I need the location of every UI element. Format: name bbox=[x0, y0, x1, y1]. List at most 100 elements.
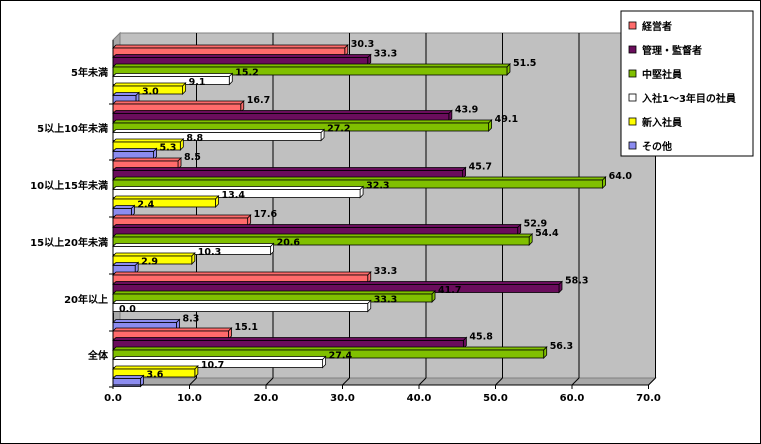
legend-label: 管理・監督者 bbox=[642, 44, 702, 57]
data-label: 0.0 bbox=[119, 304, 136, 315]
bar-top bbox=[112, 319, 181, 323]
gridline bbox=[189, 377, 197, 386]
data-label: 33.3 bbox=[374, 295, 397, 306]
bar-top bbox=[112, 176, 607, 181]
gridline bbox=[342, 377, 350, 386]
x-tick-label: 0.0 bbox=[104, 393, 122, 404]
legend-label: その他 bbox=[642, 140, 672, 153]
bar bbox=[112, 303, 369, 312]
data-labels: 30.3 33.3 51.5 15.2 9.1 3.0 16.7 43.9 49.1 27.2 8.… bbox=[119, 39, 632, 381]
gridline bbox=[418, 377, 427, 386]
data-label: 27.4 bbox=[329, 351, 353, 362]
x-tick-labels: 0.0 10.0 20.0 30.0 40.0 50.0 60.0 70.0 bbox=[104, 393, 661, 404]
bar-top bbox=[112, 44, 349, 49]
category-label: 10以上15年未満 bbox=[30, 179, 108, 192]
data-label: 2.4 bbox=[137, 200, 154, 211]
bar-top bbox=[112, 337, 468, 341]
bar-top bbox=[112, 327, 233, 332]
data-label: 58.3 bbox=[565, 276, 588, 287]
legend-swatch bbox=[628, 69, 637, 78]
bar-top bbox=[112, 233, 534, 238]
data-label: 64.0 bbox=[609, 171, 633, 182]
legend-swatch bbox=[628, 45, 637, 54]
category-label: 5年未満 bbox=[71, 66, 108, 79]
data-label: 30.3 bbox=[351, 39, 374, 50]
data-label: 16.7 bbox=[247, 95, 270, 106]
legend-box bbox=[620, 10, 754, 157]
x-tick-label: 30.0 bbox=[330, 393, 355, 404]
data-label: 10.7 bbox=[201, 360, 224, 371]
data-label: 32.3 bbox=[366, 181, 389, 192]
category-label: 5以上10年未満 bbox=[37, 122, 108, 135]
data-label: 8.5 bbox=[184, 152, 201, 163]
bar-top bbox=[112, 73, 234, 77]
bar-top bbox=[112, 271, 372, 276]
bar-top bbox=[112, 129, 326, 133]
legend-label: 中堅社員 bbox=[642, 68, 682, 81]
data-label: 45.8 bbox=[469, 332, 493, 343]
data-label: 20.6 bbox=[277, 238, 301, 249]
bar-top bbox=[112, 92, 140, 96]
data-label: 15.2 bbox=[235, 68, 258, 79]
data-label: 49.1 bbox=[495, 114, 518, 125]
x-tick-label: 60.0 bbox=[560, 393, 585, 404]
data-label: 33.3 bbox=[374, 266, 397, 277]
bar-top bbox=[112, 375, 145, 379]
category-label: 15以上20年未満 bbox=[30, 236, 108, 249]
bar-top bbox=[112, 195, 220, 200]
legend-swatch bbox=[628, 141, 637, 150]
data-label: 9.1 bbox=[189, 77, 206, 88]
data-label: 56.3 bbox=[550, 341, 573, 352]
gridline bbox=[495, 377, 503, 386]
data-label: 3.6 bbox=[147, 370, 164, 381]
category-label: 全体 bbox=[87, 349, 109, 362]
data-label: 8.8 bbox=[186, 133, 203, 144]
bar-top bbox=[112, 119, 493, 124]
data-label: 15.1 bbox=[235, 322, 258, 333]
data-label: 54.4 bbox=[535, 228, 559, 239]
gridline bbox=[571, 377, 580, 386]
bar-top bbox=[112, 205, 136, 209]
bar-top bbox=[112, 167, 467, 171]
bar-top bbox=[112, 224, 522, 228]
data-label: 27.2 bbox=[327, 124, 350, 135]
bar-top bbox=[112, 100, 245, 105]
x-tick-label: 40.0 bbox=[407, 393, 432, 404]
category-label: 20年以上 bbox=[64, 293, 108, 306]
gridline bbox=[265, 377, 274, 386]
data-label: 17.6 bbox=[254, 209, 278, 220]
data-label: 5.3 bbox=[160, 143, 177, 154]
bar-top bbox=[112, 110, 453, 114]
bar-top bbox=[112, 214, 252, 219]
legend-swatch bbox=[628, 21, 637, 30]
data-label: 8.3 bbox=[182, 314, 199, 325]
x-tick-label: 70.0 bbox=[636, 393, 661, 404]
bar-top bbox=[112, 63, 511, 68]
legend-swatch bbox=[628, 117, 637, 126]
plot-floor bbox=[111, 377, 657, 386]
data-label: 10.3 bbox=[198, 247, 221, 258]
data-label: 13.4 bbox=[222, 190, 246, 201]
axes bbox=[109, 40, 649, 389]
data-label: 52.9 bbox=[524, 219, 547, 230]
data-label: 2.9 bbox=[141, 257, 158, 268]
bar-top bbox=[112, 262, 140, 266]
bar-top bbox=[112, 281, 563, 285]
bar-top bbox=[112, 54, 372, 58]
legend-label: 経営者 bbox=[642, 20, 672, 33]
legend-swatch bbox=[628, 93, 637, 102]
bar-top bbox=[112, 157, 182, 162]
bar-top bbox=[112, 148, 158, 152]
data-label: 43.9 bbox=[455, 105, 478, 116]
data-label: 51.5 bbox=[513, 58, 536, 69]
x-tick-label: 20.0 bbox=[254, 393, 279, 404]
bar-top bbox=[112, 243, 275, 247]
bar-top bbox=[112, 300, 372, 304]
legend-label: 入社1～3年目の社員 bbox=[642, 92, 736, 105]
data-label: 3.0 bbox=[142, 87, 159, 98]
legend-label: 新入社員 bbox=[642, 116, 682, 129]
data-label: 41.7 bbox=[438, 285, 461, 296]
